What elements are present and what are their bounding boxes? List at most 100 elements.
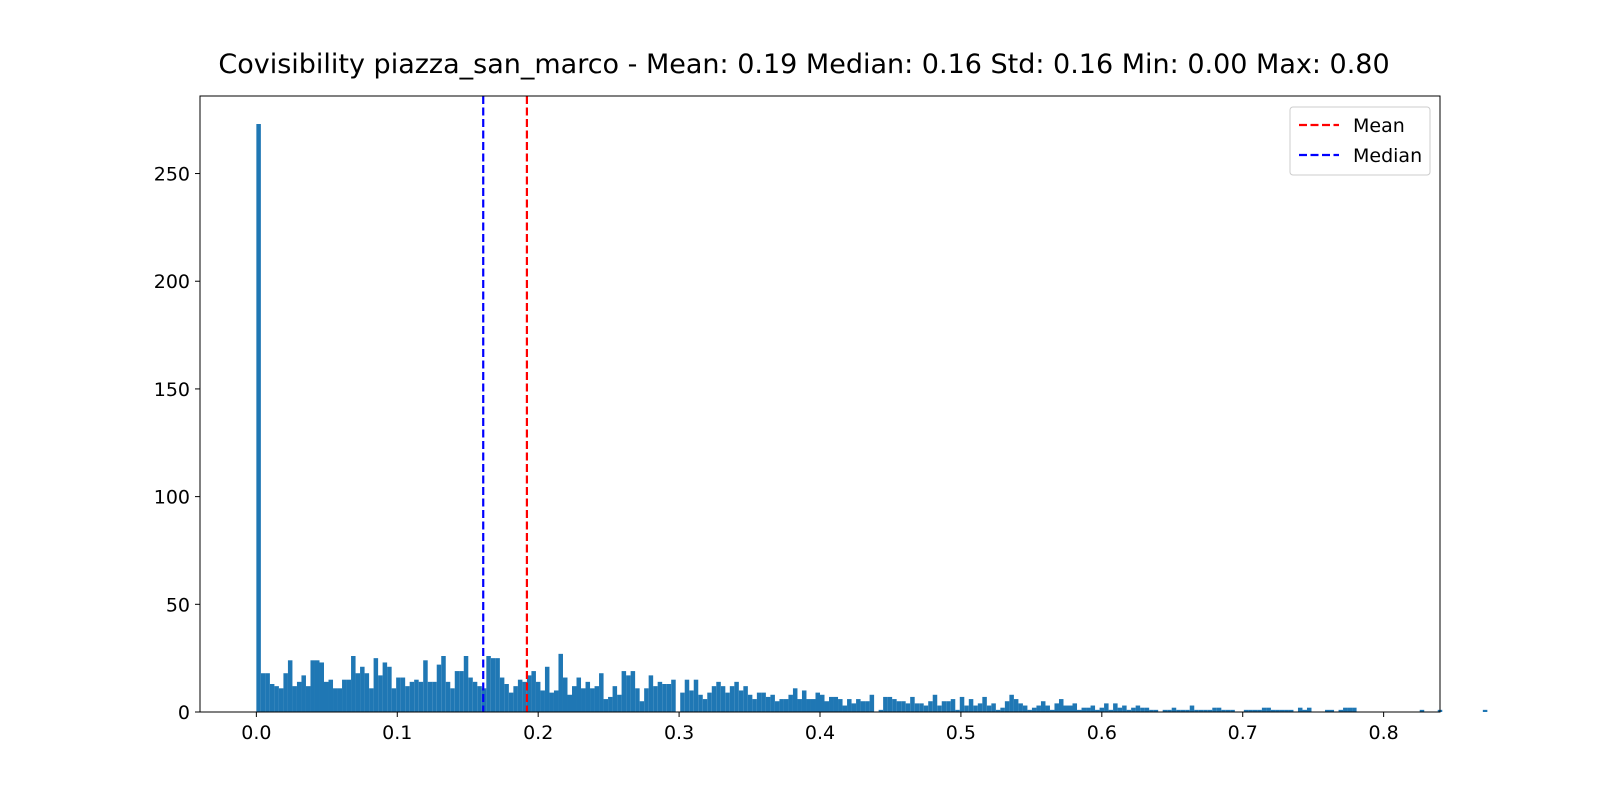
histogram-bar (1325, 709, 1330, 712)
histogram-bar (680, 692, 685, 712)
histogram-bar (1081, 707, 1087, 712)
histogram-bar (1261, 707, 1267, 712)
histogram-bar (409, 681, 415, 712)
histogram-bar (414, 679, 419, 712)
histogram-bar (982, 696, 987, 712)
histogram-bar (391, 688, 397, 712)
histogram-bar (1063, 705, 1068, 712)
histogram-bar (1270, 709, 1276, 712)
histogram-bar (856, 699, 861, 712)
histogram-bar (1288, 709, 1294, 712)
histogram-bar (1243, 709, 1249, 712)
histogram-bar (454, 671, 460, 712)
histogram-bar (1099, 707, 1105, 712)
histogram-bar (1108, 709, 1114, 712)
histogram-bar (1149, 709, 1154, 712)
histogram-bar (1095, 709, 1100, 712)
histogram-bar (860, 701, 866, 712)
histogram-bar (838, 699, 843, 712)
y-tick-label: 100 (154, 487, 190, 509)
histogram-bar (544, 666, 550, 712)
histogram-bar (1126, 709, 1132, 712)
histogram-bar (635, 688, 640, 712)
histogram-bar (594, 686, 600, 712)
histogram-bar (842, 705, 848, 712)
histogram-bar (1198, 709, 1204, 712)
histogram-bar (774, 701, 780, 712)
histogram-bar (865, 701, 870, 712)
histogram-bar (1302, 709, 1307, 712)
histogram-bar (342, 679, 347, 712)
histogram-bar (1077, 709, 1082, 712)
x-axis-ticks: 0.0 0.1 0.2 0.3 0.4 0.5 0.6 0.7 0.8 (241, 712, 1399, 744)
histogram-bar (1113, 703, 1118, 712)
chart-title: Covisibility piazza_san_marco - Mean: 0.… (218, 49, 1389, 80)
histogram-bar (278, 688, 284, 712)
histogram-bar (562, 677, 568, 712)
histogram-bar (797, 699, 802, 712)
histogram-bar (955, 709, 960, 712)
histogram-bar (328, 679, 334, 712)
x-tick-label: 0.4 (805, 722, 835, 744)
histogram-bar (508, 692, 514, 712)
histogram-bar (1004, 701, 1010, 712)
histogram-bar (432, 681, 437, 712)
histogram-bar (283, 673, 288, 712)
histogram-bar (950, 699, 956, 712)
histogram-bar (1275, 709, 1280, 712)
histogram-bar (1279, 709, 1285, 712)
histogram-bar (653, 686, 658, 712)
histogram-bar (1013, 699, 1019, 712)
y-tick-label: 150 (154, 379, 190, 401)
histogram-bar (1068, 705, 1073, 712)
histogram-bar (946, 701, 951, 712)
histogram-bar (765, 696, 771, 712)
histogram-bar (1140, 707, 1145, 712)
histogram-bar (783, 699, 789, 712)
histogram-bar (738, 690, 744, 712)
histogram-bar (788, 694, 793, 712)
histogram-bar (666, 684, 672, 712)
y-tick-label: 0 (178, 702, 190, 724)
histogram-bar (977, 703, 983, 712)
histogram-bar (427, 681, 433, 712)
histogram-bar (1347, 707, 1353, 712)
histogram-bar (296, 681, 302, 712)
histogram-bar (450, 688, 455, 712)
histogram-bar (756, 692, 762, 712)
histogram-bar (901, 701, 906, 712)
histogram-bar (1022, 705, 1028, 712)
mean-legend-label: Mean (1353, 115, 1405, 137)
histogram-bar (725, 692, 730, 712)
histogram-bar (1072, 703, 1078, 712)
histogram-bar (445, 681, 451, 712)
histogram-bar (337, 688, 343, 712)
histogram-bar (513, 686, 518, 712)
histogram-bar (847, 699, 852, 712)
histogram-bar (396, 677, 401, 712)
histogram-bar (1252, 709, 1258, 712)
histogram-bar (522, 681, 527, 712)
histogram-bar (702, 699, 708, 712)
histogram-bar (1306, 707, 1312, 712)
histogram-bar (405, 686, 410, 712)
histogram-bar (463, 656, 469, 712)
histogram-bar (878, 709, 884, 712)
legend: Mean Median (1289, 106, 1431, 176)
histogram-bar (1086, 707, 1091, 712)
histogram-bar (1329, 709, 1335, 712)
histogram-bar (364, 673, 370, 712)
histogram-bar (531, 671, 536, 712)
histogram-bar (964, 705, 969, 712)
histogram-bar (630, 671, 636, 712)
histogram-bar (608, 696, 613, 712)
histogram-bar (382, 662, 388, 712)
histogram-bar (887, 696, 893, 712)
histogram-bar (418, 681, 424, 712)
histogram-bar (526, 675, 532, 712)
histogram-bar (707, 692, 712, 712)
histogram-bar (973, 705, 978, 712)
histogram-bar (1018, 703, 1023, 712)
histogram-bar (1045, 705, 1050, 712)
histogram-bar (301, 675, 306, 712)
